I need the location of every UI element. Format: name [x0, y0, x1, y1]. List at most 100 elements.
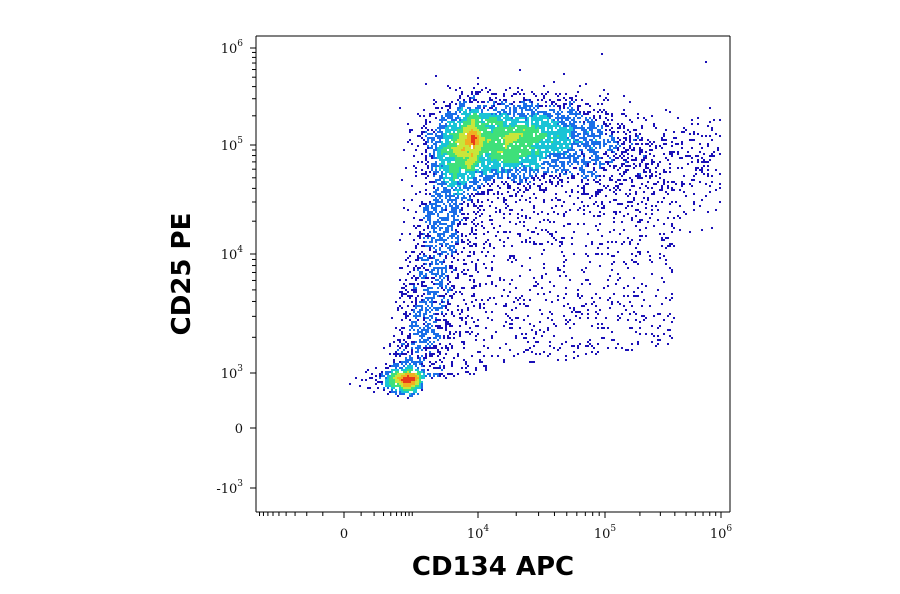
- event-dot: [605, 123, 607, 125]
- event-dot: [549, 233, 551, 235]
- event-dot: [435, 321, 437, 323]
- event-dot: [521, 145, 523, 147]
- event-dot: [409, 377, 411, 379]
- event-dot: [411, 385, 413, 387]
- event-dot: [511, 153, 513, 155]
- event-dot: [447, 159, 449, 161]
- event-dot: [473, 135, 475, 137]
- event-dot: [583, 223, 585, 225]
- event-dot: [479, 155, 481, 157]
- event-dot: [521, 139, 523, 141]
- event-dot: [445, 275, 447, 277]
- event-dot: [401, 383, 403, 385]
- event-dot: [641, 283, 643, 285]
- event-dot: [461, 141, 463, 143]
- event-dot: [395, 385, 397, 387]
- event-dot: [443, 337, 445, 339]
- event-dot: [519, 135, 521, 137]
- event-dot: [447, 321, 449, 323]
- event-dot: [515, 119, 517, 121]
- event-dot: [453, 179, 455, 181]
- event-dot: [401, 377, 403, 379]
- event-dot: [621, 175, 623, 177]
- event-dot: [561, 169, 563, 171]
- event-dot: [395, 365, 397, 367]
- event-dot: [487, 347, 489, 349]
- event-dot: [483, 233, 485, 235]
- event-dot: [465, 119, 467, 121]
- event-dot: [441, 183, 443, 185]
- event-dot: [491, 117, 493, 119]
- event-dot: [483, 263, 485, 265]
- event-dot: [533, 115, 535, 117]
- event-dot: [511, 179, 513, 181]
- event-dot: [467, 125, 469, 127]
- event-dot: [613, 255, 615, 257]
- event-dot: [409, 325, 411, 327]
- event-dot: [535, 285, 537, 287]
- event-dot: [437, 267, 439, 269]
- event-dot: [607, 253, 609, 255]
- event-dot: [551, 301, 553, 303]
- event-dot: [491, 99, 493, 101]
- event-dot: [437, 287, 439, 289]
- event-dot: [541, 163, 543, 165]
- event-dot: [427, 293, 429, 295]
- event-dot: [565, 131, 567, 133]
- event-dot: [523, 173, 525, 175]
- event-dot: [503, 133, 505, 135]
- event-dot: [433, 149, 435, 151]
- event-dot: [457, 191, 459, 193]
- event-dot: [441, 243, 443, 245]
- event-dot: [477, 115, 479, 117]
- event-dot: [399, 383, 401, 385]
- event-dot: [599, 167, 601, 169]
- event-dot: [545, 105, 547, 107]
- event-dot: [473, 121, 475, 123]
- event-dot: [449, 249, 451, 251]
- event-dot: [491, 189, 493, 191]
- event-dot: [571, 145, 573, 147]
- event-dot: [647, 251, 649, 253]
- event-dot: [443, 315, 445, 317]
- event-dot: [557, 295, 559, 297]
- event-dot: [597, 125, 599, 127]
- event-dot: [551, 165, 553, 167]
- event-dot: [483, 345, 485, 347]
- event-dot: [425, 333, 427, 335]
- event-dot: [525, 129, 527, 131]
- event-dot: [541, 145, 543, 147]
- event-dot: [369, 387, 371, 389]
- event-dot: [455, 167, 457, 169]
- event-dot: [667, 329, 669, 331]
- event-dot: [411, 129, 413, 131]
- event-dot: [485, 117, 487, 119]
- event-dot: [611, 255, 613, 257]
- event-dot: [463, 217, 465, 219]
- event-dot: [463, 259, 465, 261]
- event-dot: [409, 357, 411, 359]
- event-dot: [435, 283, 437, 285]
- event-dot: [441, 327, 443, 329]
- event-dot: [441, 121, 443, 123]
- event-dot: [603, 141, 605, 143]
- event-dot: [479, 305, 481, 307]
- event-dot: [581, 125, 583, 127]
- event-dot: [637, 117, 639, 119]
- event-dot: [415, 341, 417, 343]
- event-dot: [441, 369, 443, 371]
- event-dot: [455, 177, 457, 179]
- event-dot: [595, 311, 597, 313]
- event-dot: [509, 157, 511, 159]
- event-dot: [421, 307, 423, 309]
- event-dot: [585, 147, 587, 149]
- event-dot: [545, 131, 547, 133]
- event-dot: [435, 263, 437, 265]
- event-dot: [405, 369, 407, 371]
- event-dot: [643, 319, 645, 321]
- event-dot: [617, 137, 619, 139]
- event-dot: [519, 163, 521, 165]
- event-dot: [475, 147, 477, 149]
- event-dot: [565, 127, 567, 129]
- event-dot: [405, 381, 407, 383]
